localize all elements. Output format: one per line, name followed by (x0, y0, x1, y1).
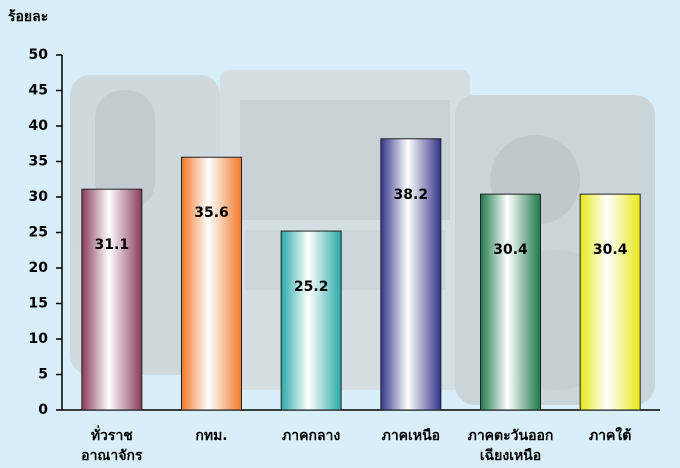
chart-page: ร้อยละ 0 5 10 15 20 25 30 35 40 45 50 31.1 35.6 25.2 3… (0, 0, 680, 468)
y-tick-label: 15 (29, 296, 48, 312)
data-label: 30.4 (593, 242, 628, 258)
data-label: 25.2 (294, 279, 329, 295)
x-tick-label: ภาคกลาง (256, 426, 366, 446)
x-tick-label: ภาคตะวันออก เฉียงเหนือ (456, 426, 566, 466)
y-tick-label: 20 (29, 260, 49, 276)
y-axis-label: ร้อยละ (8, 9, 48, 25)
data-label: 38.2 (394, 187, 429, 203)
data-label: 31.1 (95, 237, 130, 253)
x-tick-label: ภาคเหนือ (356, 426, 466, 446)
y-tick-label: 10 (29, 331, 49, 347)
data-label: 30.4 (493, 242, 528, 258)
chart: ร้อยละ 0 5 10 15 20 25 30 35 40 45 50 31.1 35.6 25.2 3… (0, 0, 680, 468)
y-tick-label: 35 (29, 154, 48, 170)
x-tick-label: ทั่วราช อาณาจักร (57, 426, 167, 466)
data-label: 35.6 (194, 205, 229, 221)
background-image (70, 70, 655, 405)
y-tick-label: 25 (29, 225, 48, 241)
bar (182, 157, 242, 410)
y-tick-label: 30 (29, 189, 49, 205)
y-tick-label: 5 (38, 367, 48, 383)
y-tick-label: 45 (29, 83, 48, 99)
bar (82, 189, 142, 410)
bar (381, 139, 441, 410)
y-tick-label: 0 (38, 402, 48, 418)
bar (481, 194, 541, 410)
y-tick-label: 40 (29, 118, 49, 134)
bar (281, 231, 341, 410)
bar (580, 194, 640, 410)
x-tick-label: กทม. (157, 426, 267, 446)
y-tick-label: 50 (29, 47, 49, 63)
x-tick-label: ภาคใต้ (555, 426, 665, 446)
